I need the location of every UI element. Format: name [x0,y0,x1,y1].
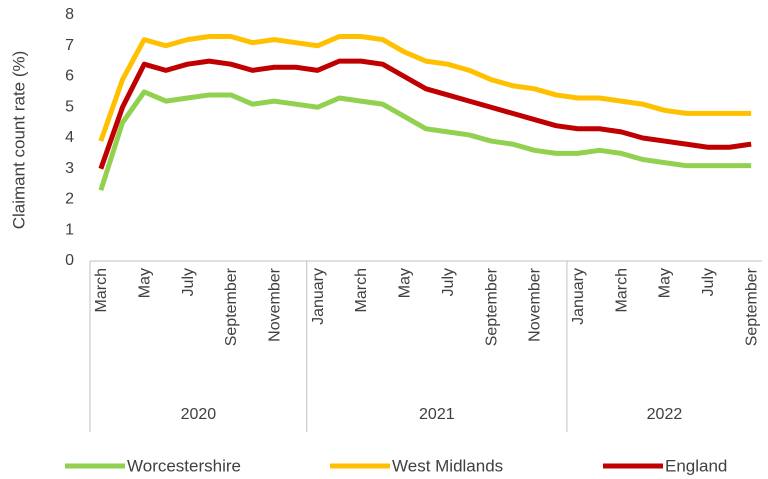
y-axis-label: Claimant count rate (%) [9,51,28,230]
x-tick-label: September [483,267,500,346]
x-tick-label: July [440,268,457,296]
series-line [98,34,752,142]
x-tick-label: September [223,267,240,346]
legend-label: England [665,456,727,475]
legend-label: Worcestershire [127,456,241,475]
x-group-label: 2020 [181,406,217,423]
y-tick-label: 8 [65,6,74,23]
x-tick-label: September [743,267,760,346]
x-tick-label: January [310,268,327,325]
y-tick-label: 7 [65,37,74,54]
y-tick-label: 3 [65,160,74,177]
x-tick-label: November [266,267,283,341]
x-tick-label: January [570,268,587,325]
x-tick-label: November [527,267,544,341]
x-group-label: 2021 [419,406,455,423]
x-tick-label: March [613,268,630,312]
x-group-label: 2022 [647,406,683,423]
x-tick-label: May [397,268,414,298]
x-tick-label: July [700,268,717,296]
y-tick-label: 6 [65,68,74,85]
x-tick-label: March [93,268,110,312]
x-tick-label: May [657,268,674,298]
x-tick-label: July [180,268,197,296]
y-tick-label: 4 [65,129,74,146]
y-tick-label: 5 [65,98,74,115]
y-tick-label: 2 [65,191,74,208]
x-tick-label: March [353,268,370,312]
legend-label: West Midlands [392,456,503,475]
y-tick-label: 1 [65,221,74,238]
y-tick-label: 0 [65,252,74,269]
series-line [98,89,752,192]
series-line [98,58,752,170]
x-tick-label: May [136,268,153,298]
